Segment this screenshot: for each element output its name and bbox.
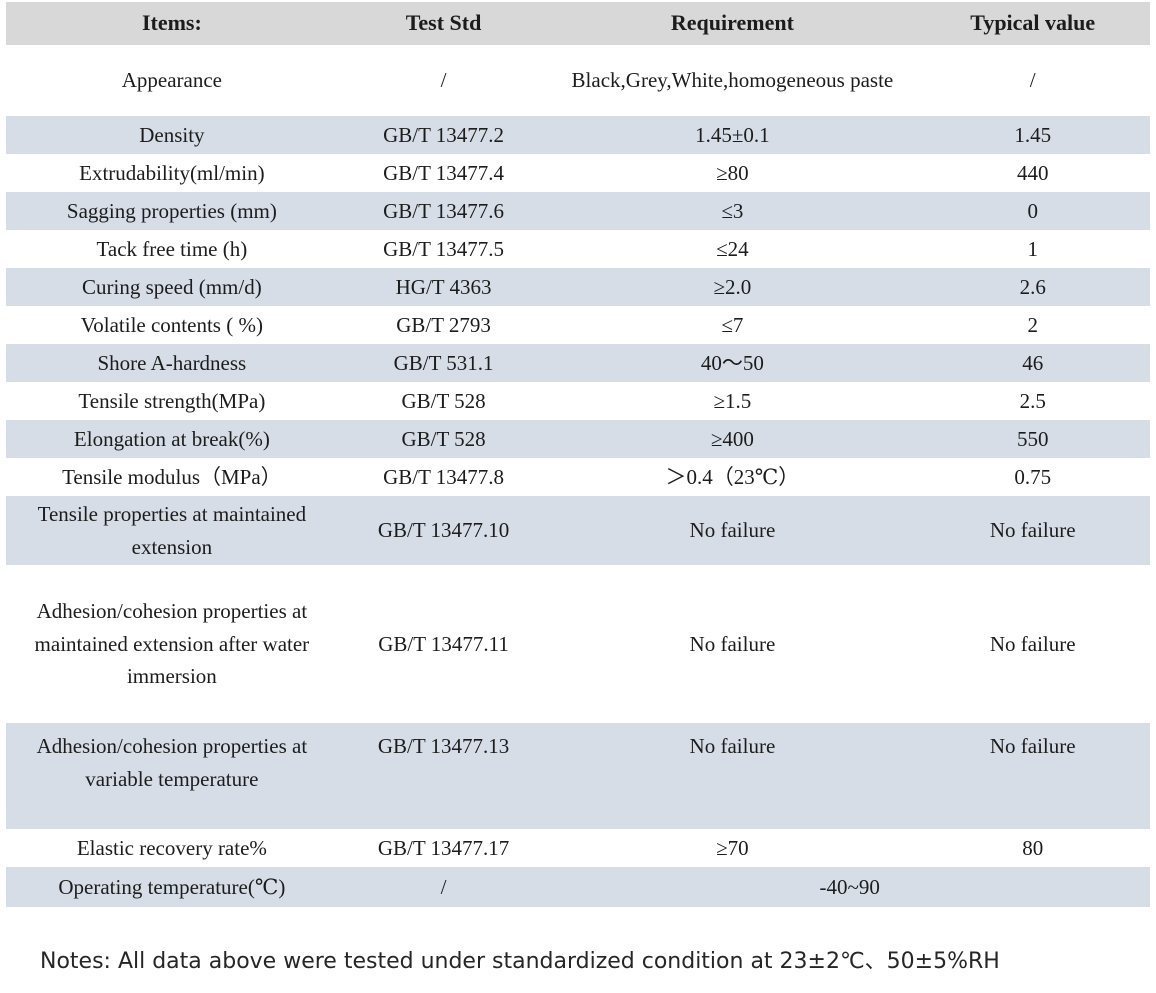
table-row-adhesion-variable-temperature: Adhesion/cohesion properties at variable… xyxy=(6,723,1150,830)
requirement-cell: No failure xyxy=(689,734,776,759)
test-std-cell: GB/T 13477.17 xyxy=(377,835,510,860)
col-header-items: Items: xyxy=(141,10,202,36)
table-row-adhesion-water-immersion: Adhesion/cohesion properties at maintain… xyxy=(6,565,1150,723)
typical-value-cell: 46 xyxy=(1022,350,1044,375)
col-header-test-std: Test Std xyxy=(405,10,482,36)
requirement-cell: ≥2.0 xyxy=(713,274,752,299)
test-std-cell: / xyxy=(440,874,447,899)
typical-value-cell: No failure xyxy=(989,734,1076,759)
table-row-extrudability: Extrudability(ml/min) GB/T 13477.4 ≥80 4… xyxy=(6,154,1150,192)
test-std-cell: GB/T 528 xyxy=(401,388,486,413)
test-std-cell: GB/T 13477.2 xyxy=(383,122,505,147)
typical-value-cell: 2.6 xyxy=(1019,274,1046,299)
col-header-typical-value: Typical value xyxy=(970,10,1096,36)
table-row-volatile-contents: Volatile contents ( %) GB/T 2793 ≤7 2 xyxy=(6,306,1150,344)
test-std-cell: GB/T 531.1 xyxy=(393,350,494,375)
table-row-appearance: Appearance / Black,Grey,White,homogeneou… xyxy=(6,45,1150,116)
col-header-requirement: Requirement xyxy=(670,10,794,36)
requirement-cell: -40~90 xyxy=(819,874,880,899)
typical-value-cell: 1.45 xyxy=(1014,122,1052,147)
requirement-cell: ≤7 xyxy=(721,312,744,337)
typical-value-cell: 550 xyxy=(1016,426,1049,451)
item-cell: Tensile modulus（MPa） xyxy=(62,464,282,489)
test-std-cell: GB/T 13477.4 xyxy=(383,160,505,185)
table-row-elongation: Elongation at break(%) GB/T 528 ≥400 550 xyxy=(6,420,1150,458)
item-cell: Shore A-hardness xyxy=(97,350,247,375)
typical-value-cell: 440 xyxy=(1016,160,1049,185)
requirement-cell: ≤3 xyxy=(721,198,744,223)
table-row-tensile-strength: Tensile strength(MPa) GB/T 528 ≥1.5 2.5 xyxy=(6,382,1150,420)
test-std-cell: GB/T 13477.8 xyxy=(383,464,505,489)
requirement-cell: ≥70 xyxy=(716,835,749,860)
test-std-cell: GB/T 528 xyxy=(401,426,486,451)
typical-value-cell: 0.75 xyxy=(1014,464,1052,489)
requirement-cell: 40～50 xyxy=(700,350,764,375)
test-std-cell: GB/T 13477.6 xyxy=(383,198,505,223)
requirement-cell: 1.45±0.1 xyxy=(695,122,770,147)
requirement-cell: Black,Grey,White,homogeneous paste xyxy=(571,68,894,93)
item-cell: Tack free time (h) xyxy=(96,236,248,261)
table-row-shore-hardness: Shore A-hardness GB/T 531.1 40～50 46 xyxy=(6,344,1150,382)
table-row-operating-temperature: Operating temperature(℃) / -40~90 xyxy=(6,867,1150,908)
item-cell: Curing speed (mm/d) xyxy=(82,274,262,299)
item-cell: Appearance xyxy=(121,68,222,93)
footnote: Notes: All data above were tested under … xyxy=(40,949,1000,975)
item-cell: Tensile strength(MPa) xyxy=(78,388,266,413)
requirement-cell: ≥80 xyxy=(716,160,749,185)
item-cell: Elastic recovery rate% xyxy=(76,835,267,860)
item-cell: Elongation at break(%) xyxy=(73,426,270,451)
requirement-cell: ≤24 xyxy=(716,236,749,261)
test-std-cell: GB/T 13477.13 xyxy=(377,734,510,759)
item-cell: Operating temperature(℃) xyxy=(58,874,286,899)
test-std-cell: GB/T 2793 xyxy=(396,312,491,337)
table-row-elastic-recovery: Elastic recovery rate% GB/T 13477.17 ≥70… xyxy=(6,829,1150,867)
table-row-tensile-modulus: Tensile modulus（MPa） GB/T 13477.8 ＞0.4（2… xyxy=(6,458,1150,496)
typical-value-cell: 1 xyxy=(1027,236,1038,261)
requirement-cell: ＞0.4（23℃） xyxy=(665,464,800,489)
header-row: Items: Test Std Requirement Typical valu… xyxy=(6,2,1150,45)
typical-value-cell: 0 xyxy=(1027,198,1038,223)
item-cell: Adhesion/cohesion properties at variable… xyxy=(36,734,308,791)
item-cell: Density xyxy=(139,122,205,147)
table-row-tensile-properties: Tensile properties at maintained extensi… xyxy=(6,496,1150,566)
typical-value-cell: No failure xyxy=(989,518,1076,543)
table-row-density: Density GB/T 13477.2 1.45±0.1 1.45 xyxy=(6,116,1150,154)
table-row-sagging: Sagging properties (mm) GB/T 13477.6 ≤3 … xyxy=(6,192,1150,230)
test-std-cell: GB/T 13477.11 xyxy=(378,631,509,656)
requirement-cell: ≥1.5 xyxy=(713,388,752,413)
item-cell: Volatile contents ( %) xyxy=(80,312,263,337)
item-cell: Tensile properties at maintained extensi… xyxy=(37,502,307,559)
item-cell: Adhesion/cohesion properties at maintain… xyxy=(34,599,310,689)
typical-value-cell: No failure xyxy=(989,631,1076,656)
item-cell: Extrudability(ml/min) xyxy=(79,160,265,185)
typical-value-cell: 80 xyxy=(1022,835,1044,860)
test-std-cell: / xyxy=(440,68,447,93)
spec-table: Items: Test Std Requirement Typical valu… xyxy=(6,2,1150,908)
table-row-curing-speed: Curing speed (mm/d) HG/T 4363 ≥2.0 2.6 xyxy=(6,268,1150,306)
test-std-cell: GB/T 13477.5 xyxy=(383,236,505,261)
requirement-cell: No failure xyxy=(689,631,776,656)
item-cell: Sagging properties (mm) xyxy=(66,198,277,223)
test-std-cell: GB/T 13477.10 xyxy=(377,518,510,543)
typical-value-cell: / xyxy=(1029,68,1036,93)
typical-value-cell: 2 xyxy=(1027,312,1038,337)
typical-value-cell: 2.5 xyxy=(1019,388,1046,413)
requirement-cell: ≥400 xyxy=(710,426,754,451)
requirement-cell: No failure xyxy=(689,518,776,543)
table-row-tack-free-time: Tack free time (h) GB/T 13477.5 ≤24 1 xyxy=(6,230,1150,268)
test-std-cell: HG/T 4363 xyxy=(395,274,492,299)
